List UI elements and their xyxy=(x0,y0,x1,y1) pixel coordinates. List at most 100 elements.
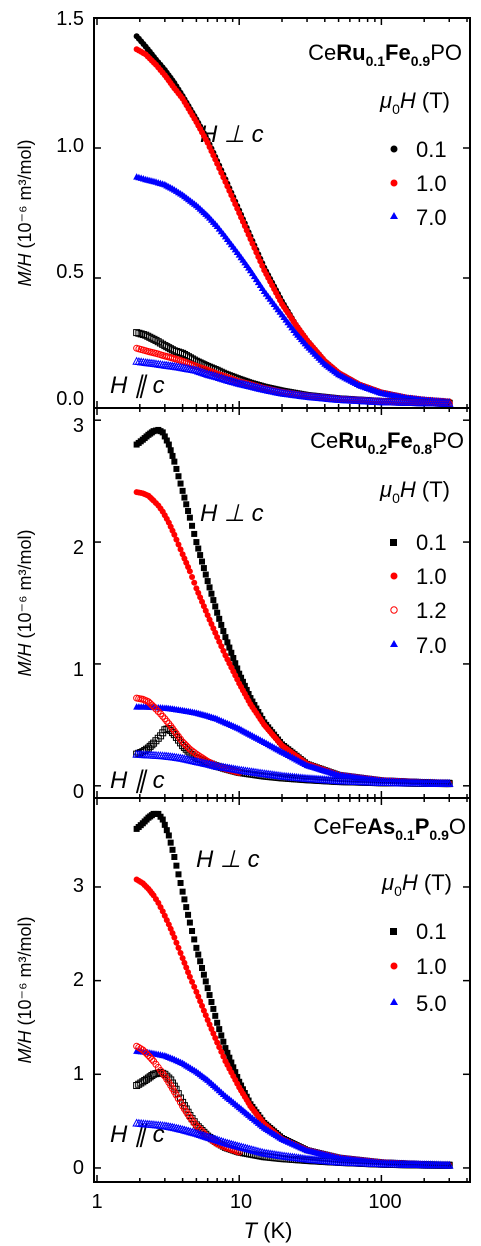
legend: 0.1 1.0 1.2 7.0 xyxy=(390,530,447,658)
y-tick-label: 1 xyxy=(73,659,84,681)
data-point xyxy=(214,1136,224,1145)
data-point xyxy=(197,998,204,1005)
data-point xyxy=(135,1080,143,1088)
data-point xyxy=(150,1070,158,1078)
data-point xyxy=(173,536,180,543)
data-point xyxy=(161,433,168,440)
data-point xyxy=(154,707,162,715)
data-point xyxy=(210,597,217,604)
data-point xyxy=(171,458,178,465)
data-point xyxy=(223,1138,232,1147)
panel-2: 3 2 1 0 CeRu0.2Fe0.8PO H ⊥ c H ∥ c μ0H (… xyxy=(73,407,471,803)
data-point xyxy=(206,992,213,999)
annotation-h-par-c: H ∥ c xyxy=(110,767,165,794)
data-point xyxy=(230,1140,240,1149)
data-point xyxy=(193,1129,203,1138)
data-point xyxy=(190,1128,199,1137)
legend-label: 0.1 xyxy=(416,530,447,555)
data-point xyxy=(193,988,200,995)
data-point xyxy=(206,1021,213,1028)
data-point xyxy=(179,888,186,895)
data-point xyxy=(133,1082,141,1090)
data-point xyxy=(189,978,196,985)
data-point xyxy=(219,1137,228,1146)
data-point xyxy=(238,674,245,681)
data-point xyxy=(216,615,223,622)
data-point xyxy=(179,955,186,962)
data-point xyxy=(236,1142,246,1151)
data-point xyxy=(196,1126,204,1134)
panel-3-y-axis-label: M/H (10⁻⁶ m³/mol) xyxy=(15,917,35,1064)
data-point xyxy=(148,1055,156,1063)
data-point xyxy=(205,1133,214,1142)
data-point xyxy=(143,1075,151,1083)
data-point xyxy=(159,816,166,823)
data-point xyxy=(148,701,156,709)
data-point xyxy=(239,678,246,685)
x-tick-labels: 1 10 100 xyxy=(91,1191,401,1213)
legend-marker xyxy=(390,640,398,647)
legend-label: 1.0 xyxy=(416,171,447,196)
data-point xyxy=(171,934,178,941)
data-point xyxy=(205,370,214,379)
data-point xyxy=(220,1038,227,1045)
data-point xyxy=(243,1144,252,1153)
data-point xyxy=(216,1044,223,1051)
data-point xyxy=(249,1145,259,1154)
data-point xyxy=(174,1095,182,1103)
data-point xyxy=(191,579,198,586)
data-point xyxy=(230,1064,237,1071)
data-point xyxy=(137,330,145,338)
data-point xyxy=(207,1133,216,1142)
legend-label: 7.0 xyxy=(416,633,447,658)
data-point xyxy=(210,1005,217,1012)
data-point xyxy=(173,939,180,946)
data-point xyxy=(177,879,184,886)
data-point xyxy=(193,944,200,951)
data-point xyxy=(225,375,234,385)
data-point xyxy=(226,644,233,651)
data-point xyxy=(255,1147,265,1156)
data-point xyxy=(197,367,207,376)
data-point xyxy=(152,705,160,713)
data-point xyxy=(179,487,186,494)
data-point xyxy=(135,329,143,337)
data-point xyxy=(163,827,170,834)
data-point xyxy=(216,165,223,172)
data-point xyxy=(189,927,196,934)
data-point xyxy=(232,1069,239,1076)
legend-marker xyxy=(390,145,398,153)
data-point xyxy=(202,571,209,578)
data-point xyxy=(199,368,209,377)
data-point xyxy=(253,1146,263,1155)
data-point xyxy=(232,378,242,387)
legend-marker xyxy=(390,572,398,580)
data-point xyxy=(177,950,184,957)
data-point xyxy=(139,1078,147,1086)
data-point xyxy=(180,1125,189,1134)
data-point xyxy=(251,1146,261,1155)
panel-1: 1.5 1.0 0.5 0.0 CeRu0.1Fe0.9PO H ⊥ c H ∥… xyxy=(56,8,471,410)
data-point xyxy=(199,964,206,971)
data-point xyxy=(234,665,241,672)
data-point xyxy=(181,494,188,501)
panel-2-y-tick-labels: 3 2 1 0 xyxy=(73,415,84,803)
data-point xyxy=(192,1128,201,1137)
data-point xyxy=(185,969,192,976)
data-point xyxy=(218,169,225,176)
data-point xyxy=(202,978,209,985)
data-point xyxy=(191,936,198,943)
data-point xyxy=(220,174,227,181)
y-tick-label: 3 xyxy=(73,415,84,437)
data-point xyxy=(188,1127,197,1136)
data-point xyxy=(209,1134,218,1143)
data-point xyxy=(210,371,220,380)
y-tick-label: 2 xyxy=(73,537,84,559)
data-point xyxy=(226,376,236,385)
data-point xyxy=(212,372,222,381)
data-point xyxy=(209,371,218,380)
data-point xyxy=(195,951,202,958)
data-point xyxy=(139,1046,147,1054)
data-point xyxy=(234,1073,241,1080)
